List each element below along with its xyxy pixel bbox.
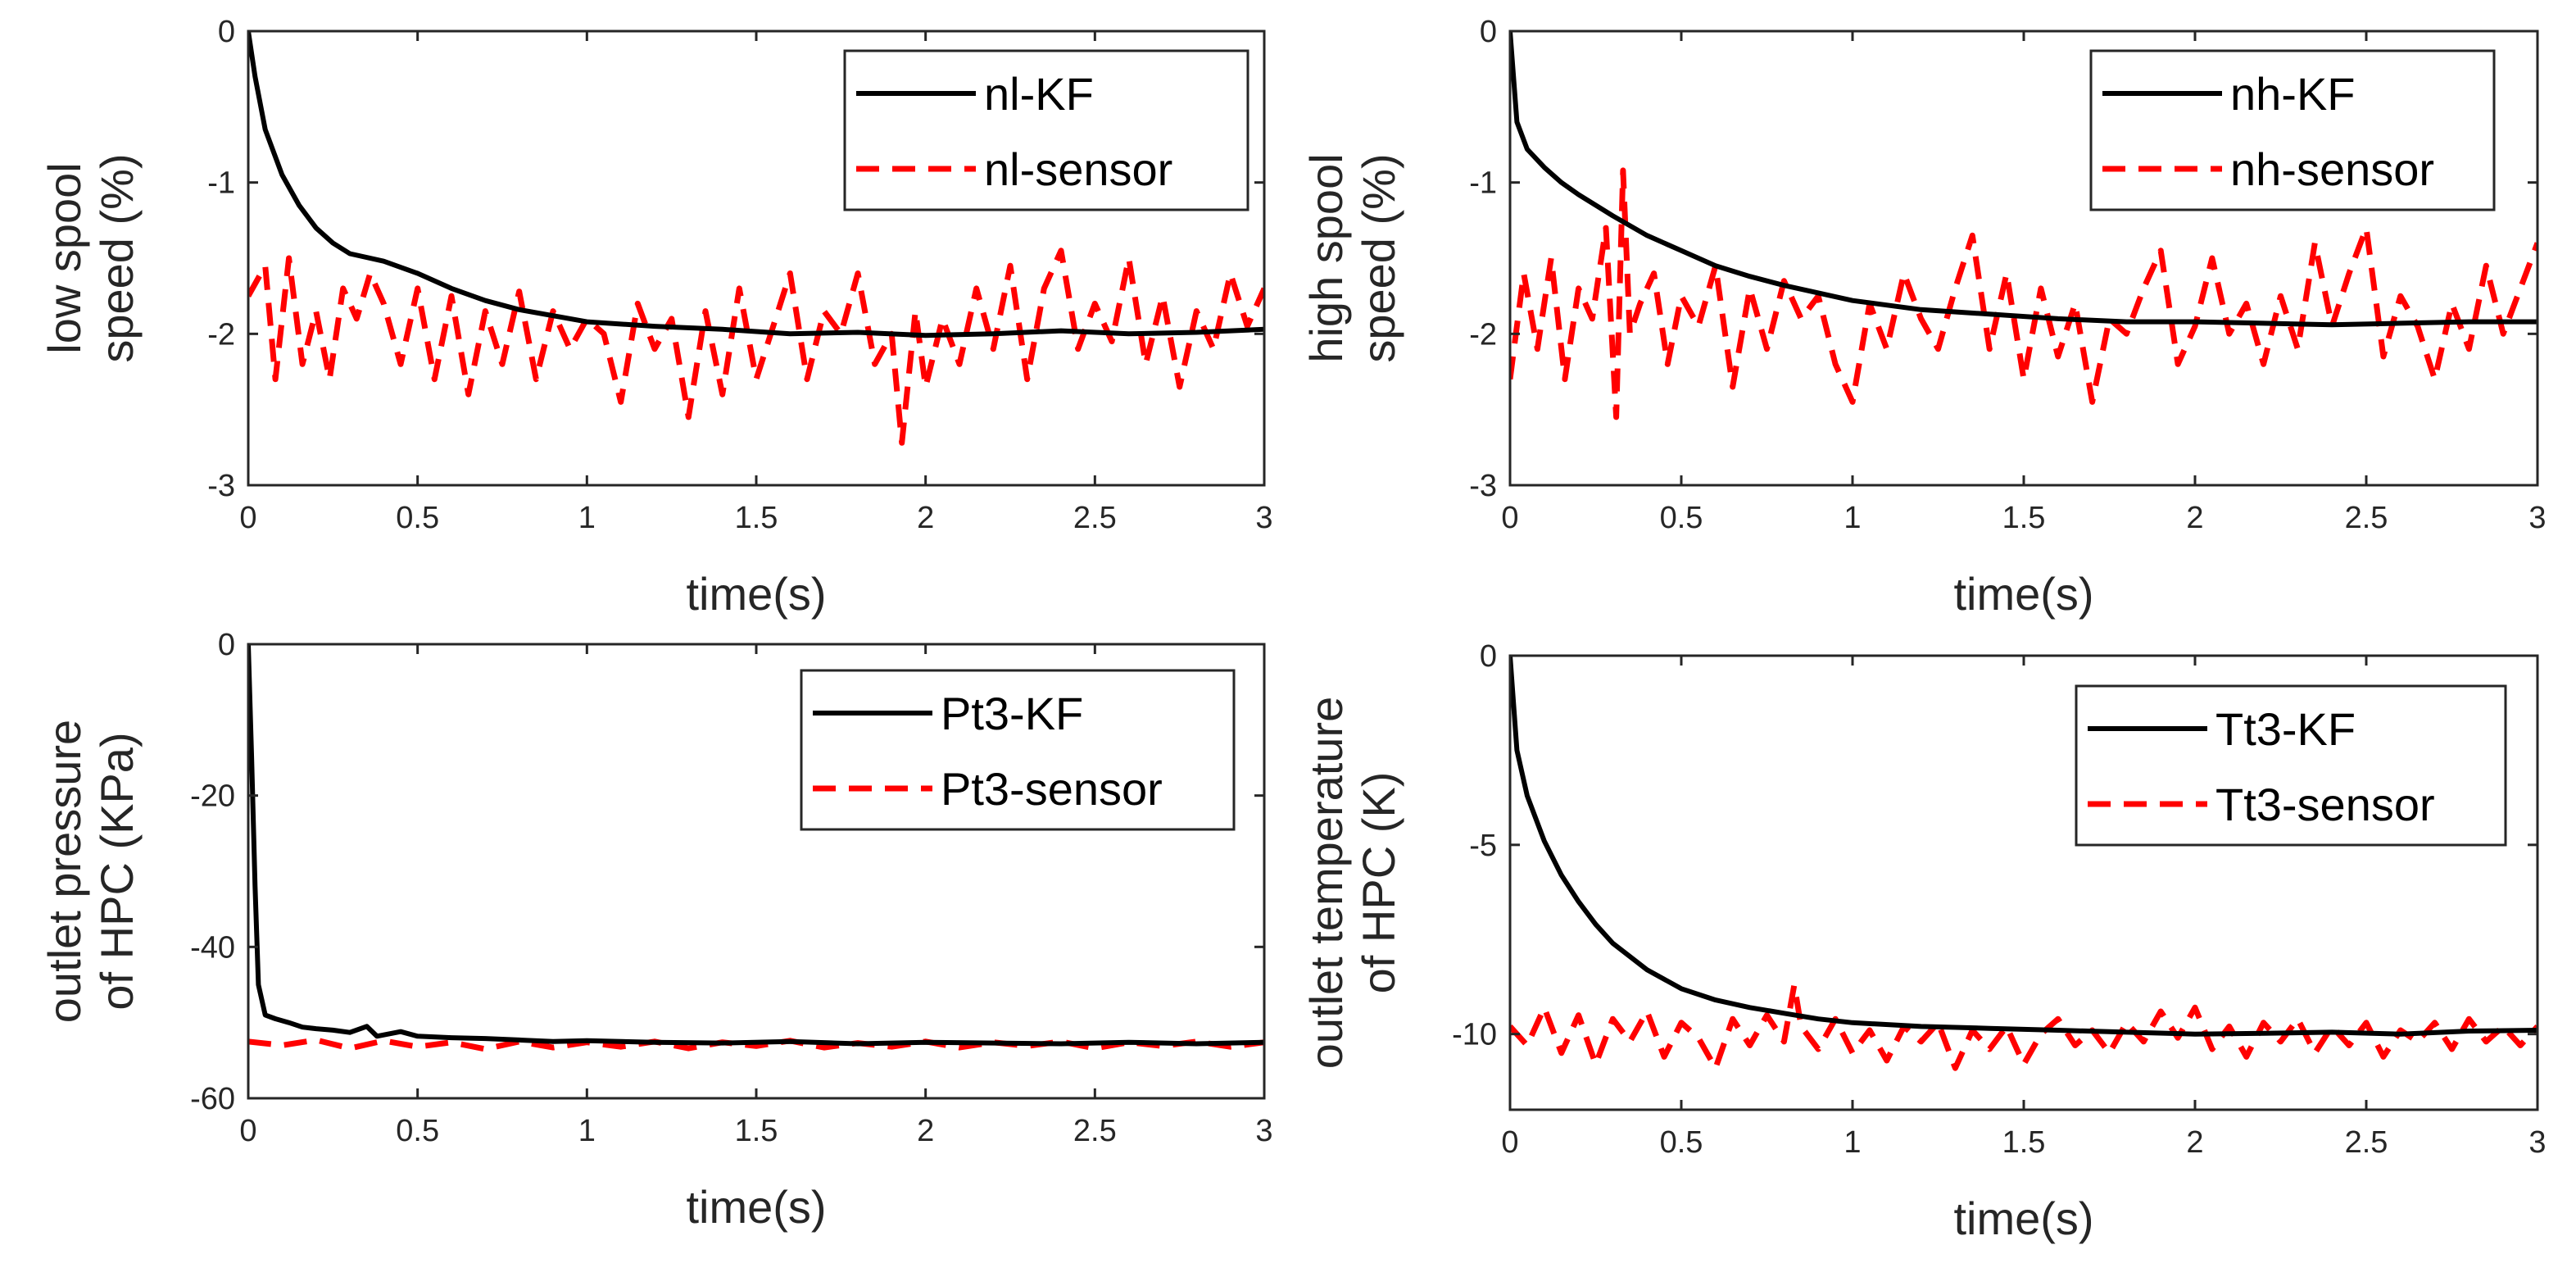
y-tick-label: 0 [1480,639,1497,674]
series-line-pt3-kf [248,644,1264,1047]
legend-label-tt3-sensor: Tt3-sensor [2215,779,2435,830]
x-tick-label: 2.5 [2345,501,2388,535]
x-tick-label: 2 [2186,501,2203,535]
legend: nh-KF nh-sensor [2089,49,2496,211]
x-tick-label: 2 [917,501,934,535]
legend-label-tt3-kf: Tt3-KF [2215,703,2356,755]
legend-label-pt3-kf: Pt3-KF [941,688,1083,739]
y-axis-label-line-2: speed (%) [91,153,143,362]
x-tick-label: 0.5 [1660,501,1703,535]
chart-panel-4: 0 0.5 1 1.5 2 2.5 3 -10 -5 0 time(s) outlet tempera… [1300,639,2547,1244]
x-tick-label: 2.5 [2345,1125,2388,1160]
series-line-nl-kf [248,31,1264,338]
x-axis-label: time(s) [1953,568,2093,620]
y-axis-label-line-2: of HPC (KPa) [91,732,143,1010]
y-tick-label: -1 [1469,166,1497,201]
x-tick-label: 3 [2528,1125,2546,1160]
legend-label-nl-sensor: nl-sensor [984,143,1172,195]
series-line-pt3-sensor [248,1037,1264,1052]
x-tick-label: 0 [1501,501,1518,535]
x-tick-label: 0.5 [396,501,439,535]
x-tick-label: 2.5 [1073,1114,1117,1148]
x-tick-label: 0.5 [396,1114,439,1148]
y-axis-label-line-2: of HPC (K) [1353,772,1404,994]
legend-box [843,49,1249,211]
x-tick-label: 1.5 [2002,501,2046,535]
x-tick-label: 1.5 [2002,1125,2046,1160]
series-line-tt3-kf [1510,656,2537,1037]
y-axis-label-line-2: speed (%) [1353,153,1404,362]
legend-box [800,669,1236,831]
series-line-nl-sensor [248,248,1264,446]
y-axis-label-line-1: high spool [1300,153,1352,362]
y-tick-label: -3 [207,469,235,503]
x-tick-label: 0 [239,1114,256,1148]
y-tick-label: -2 [1469,317,1497,352]
x-tick-label: 0 [1501,1125,1518,1160]
legend-label-nh-sensor: nh-sensor [2230,143,2434,195]
legend: Pt3-KF Pt3-sensor [800,669,1236,831]
legend-box [2089,49,2496,211]
y-tick-label: -60 [190,1082,235,1116]
y-tick-label: -1 [207,166,235,201]
legend: Tt3-KF Tt3-sensor [2075,684,2507,847]
y-tick-label: -2 [207,317,235,352]
series-line-tt3-sensor [1510,982,2537,1071]
chart-panel-1: 0 0.5 1 1.5 2 2.5 3 -3 -2 -1 0 time(s) low spool spee… [39,15,1273,620]
y-axis-label-line-1: low spool [39,162,90,353]
legend-label-nl-kf: nl-KF [984,68,1094,120]
x-tick-label: 1 [1844,1125,1861,1160]
y-tick-label: 0 [218,628,235,662]
y-axis-label-line-1: outlet pressure [39,720,90,1023]
chart-panel-2: 0 0.5 1 1.5 2 2.5 3 -3 -2 -1 0 time(s) high spool spe… [1300,15,2547,620]
x-tick-label: 3 [1255,1114,1272,1148]
x-tick-label: 2 [917,1114,934,1148]
x-tick-label: 3 [1255,501,1272,535]
y-tick-label: -3 [1469,469,1497,503]
y-tick-label: 0 [218,15,235,49]
legend: nl-KF nl-sensor [843,49,1249,211]
x-tick-label: 0 [239,501,256,535]
y-tick-label: -5 [1469,829,1497,863]
x-tick-label: 1.5 [735,501,778,535]
series-line-nh-kf [1510,31,2537,328]
x-tick-label: 1 [578,1114,596,1148]
y-axis-label-line-1: outlet temperature [1300,697,1352,1069]
x-axis-label: time(s) [686,568,826,620]
x-tick-label: 1 [578,501,596,535]
chart-panel-3: 0 0.5 1 1.5 2 2.5 3 -60 -40 -20 0 time(s) outlet pre… [39,628,1273,1233]
x-tick-label: 0.5 [1660,1125,1703,1160]
x-axis-label: time(s) [1953,1193,2093,1244]
x-axis-label: time(s) [686,1181,826,1233]
series-line-nh-sensor [1510,167,2537,420]
x-tick-label: 2.5 [1073,501,1117,535]
legend-label-nh-kf: nh-KF [2230,68,2356,120]
x-tick-label: 1.5 [735,1114,778,1148]
y-tick-label: -20 [190,779,235,814]
legend-label-pt3-sensor: Pt3-sensor [941,763,1163,815]
legend-box [2075,684,2507,847]
x-tick-label: 1 [1844,501,1861,535]
x-tick-label: 2 [2186,1125,2203,1160]
y-tick-label: 0 [1480,15,1497,49]
y-tick-label: -10 [1452,1018,1497,1052]
y-tick-label: -40 [190,930,235,965]
x-tick-label: 3 [2528,501,2546,535]
